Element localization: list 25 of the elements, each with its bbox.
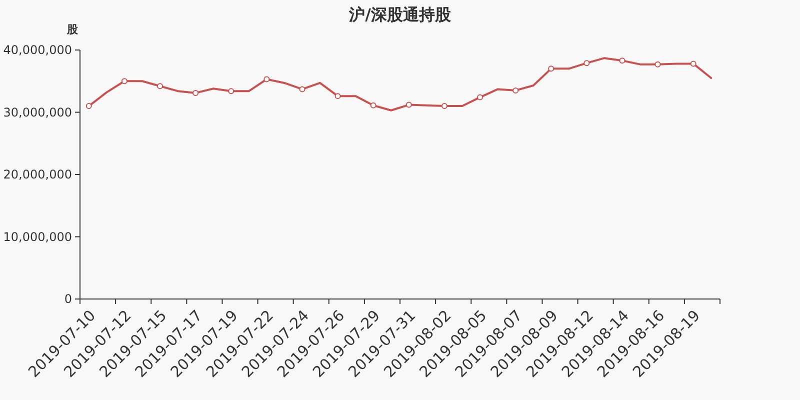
point [264, 76, 270, 82]
y-tick-label: 20,000,000 [3, 168, 72, 182]
point [654, 61, 661, 68]
point [406, 102, 412, 108]
point [477, 94, 483, 100]
y-tick-label: 0 [64, 292, 72, 306]
point [192, 90, 199, 96]
y-tick-label: 10,000,000 [3, 230, 72, 244]
point [157, 83, 163, 90]
point [86, 103, 92, 110]
point [370, 102, 376, 108]
point [441, 103, 448, 110]
point [228, 88, 234, 94]
y-axis-title: 股 [66, 23, 79, 36]
point [334, 93, 341, 100]
y-tick-label: 40,000,000 [3, 43, 72, 58]
y-tick-label: 30,000,000 [3, 105, 72, 120]
point [548, 66, 554, 72]
point [584, 60, 590, 66]
point [619, 58, 626, 64]
point [121, 78, 128, 84]
point [512, 87, 519, 94]
point [299, 86, 306, 92]
point [690, 60, 696, 67]
chart-title: 沪/深股通持股 [348, 5, 452, 24]
